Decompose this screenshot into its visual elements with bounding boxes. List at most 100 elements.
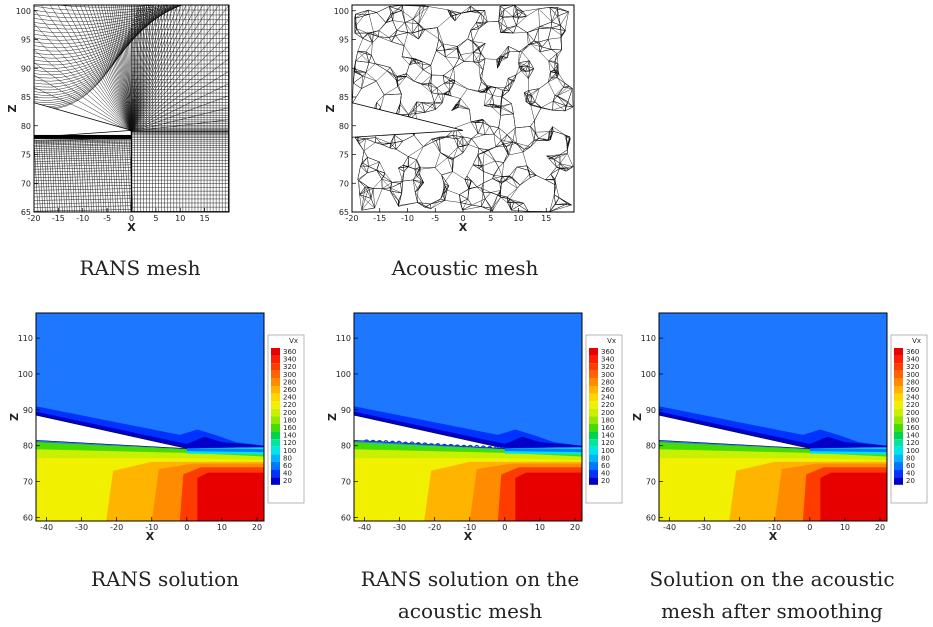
legend-swatch xyxy=(589,393,598,402)
legend-title: Vx xyxy=(607,337,616,345)
legend-swatch xyxy=(589,477,598,485)
legend-swatch xyxy=(589,431,598,440)
x-axis-label: X xyxy=(459,221,468,234)
x-tick-label: 5 xyxy=(488,214,493,223)
contour-field xyxy=(36,313,264,521)
legend-level-label: 280 xyxy=(601,378,614,386)
legend-swatch xyxy=(589,416,598,424)
plot-frame xyxy=(353,312,583,522)
legend-level-label: 20 xyxy=(906,477,915,485)
legend-level-label: 140 xyxy=(601,432,614,440)
legend-swatch xyxy=(271,348,280,356)
legend-level-label: 220 xyxy=(601,401,614,409)
legend-level-label: 100 xyxy=(283,447,296,455)
x-tick-label: 0 xyxy=(502,523,507,532)
legend-level-label: 320 xyxy=(906,363,919,371)
legend-level-label: 340 xyxy=(283,356,296,364)
y-tick-label: 90 xyxy=(339,64,349,73)
legend-level-label: 80 xyxy=(601,454,610,462)
y-tick-label: 95 xyxy=(339,36,349,45)
x-tick-label: 15 xyxy=(541,214,551,223)
upper-boundary-layer-core xyxy=(354,411,582,449)
legend-level-label: 360 xyxy=(283,348,296,356)
rans-on-acoustic-caption: RANS solution on the acoustic mesh xyxy=(360,567,580,623)
mesh-figure: -20 -15 -10 -5 0 5 10 15 65 70 75 80 85 90 95 100 X Z xyxy=(6,4,230,234)
legend-swatch xyxy=(271,363,280,371)
rans-mesh-panel: -20 -15 -10 -5 0 5 10 15 65 70 75 80 85 90 95 100 X Z xyxy=(0,0,235,240)
y-tick-label: 80 xyxy=(341,442,351,451)
y-tick-label: 80 xyxy=(23,442,33,451)
legend-level-label: 200 xyxy=(283,409,296,417)
legend-swatch xyxy=(894,439,903,447)
contour-figure: -40 -30 -20 -10 0 10 20 60 70 80 90 100 110 X Z Vx 36034… xyxy=(8,312,305,543)
wake-blue xyxy=(504,448,582,453)
interpolation-noise xyxy=(364,439,506,449)
y-tick-label: 65 xyxy=(21,208,31,217)
x-tick-label: -20 xyxy=(27,214,40,223)
legend-level-label: 140 xyxy=(906,432,919,440)
rans-solution-caption: RANS solution xyxy=(91,567,239,591)
legend-level-label: 220 xyxy=(906,401,919,409)
legend-level-label: 360 xyxy=(601,348,614,356)
y-tick-label: 85 xyxy=(339,93,349,102)
y-tick-label: 75 xyxy=(21,151,31,160)
legend-level-label: 220 xyxy=(283,401,296,409)
legend-swatch xyxy=(271,386,280,394)
legend-level-label: 340 xyxy=(906,356,919,364)
y-tick-label: 100 xyxy=(18,370,33,379)
y-tick-label: 110 xyxy=(18,334,33,343)
y-axis-label: Z xyxy=(324,104,337,112)
x-tick-label: -20 xyxy=(345,214,358,223)
legend-swatch xyxy=(271,454,280,462)
legend-swatch xyxy=(589,378,598,386)
legend-level-label: 260 xyxy=(601,386,614,394)
acoustic-mesh-panel: -20 -15 -10 -5 0 5 10 15 65 70 75 80 85 90 95 100 X Z xyxy=(318,0,580,240)
legend-level-label: 60 xyxy=(601,462,610,470)
wake-blue xyxy=(186,448,264,453)
x-tick-label: -30 xyxy=(698,523,711,532)
y-tick-label: 80 xyxy=(21,122,31,131)
legend-level-label: 100 xyxy=(906,447,919,455)
x-tick-label: 10 xyxy=(513,214,523,223)
contour-figure: -40 -30 -20 -10 0 10 20 60 70 80 90 100 110 X Z Vx 36034… xyxy=(326,312,623,543)
upper-boundary-layer-core xyxy=(36,411,264,449)
x-tick-label: -40 xyxy=(358,523,371,532)
y-tick-label: 90 xyxy=(21,64,31,73)
legend-swatch xyxy=(271,431,280,440)
x-axis-label: X xyxy=(146,530,155,543)
legend-swatch xyxy=(271,416,280,424)
legend-swatch xyxy=(589,424,598,432)
boundary-layer-band xyxy=(34,134,132,139)
legend-level-label: 160 xyxy=(283,424,296,432)
x-tick-label: -10 xyxy=(463,523,476,532)
x-tick-label: 0 xyxy=(460,214,465,223)
y-tick-label: 60 xyxy=(341,513,351,522)
legend-swatch xyxy=(589,469,598,478)
y-tick-label: 110 xyxy=(641,334,656,343)
legend-swatch xyxy=(271,477,280,485)
legend-level-label: 280 xyxy=(283,378,296,386)
y-tick-label: 70 xyxy=(21,179,31,188)
x-tick-label: 20 xyxy=(252,523,262,532)
legend-swatch xyxy=(894,431,903,440)
legend-swatch xyxy=(271,408,280,417)
y-tick-label: 65 xyxy=(339,208,349,217)
x-tick-label: 0 xyxy=(129,214,134,223)
legend-level-label: 320 xyxy=(601,363,614,371)
x-tick-label: -10 xyxy=(145,523,158,532)
legend-level-label: 240 xyxy=(283,394,296,402)
legend-swatch xyxy=(589,363,598,371)
legend-level-label: 60 xyxy=(906,462,915,470)
x-tick-label: -10 xyxy=(401,214,414,223)
legend-level-label: 320 xyxy=(283,363,296,371)
y-tick-label: 100 xyxy=(641,370,656,379)
legend-level-label: 300 xyxy=(906,371,919,379)
legend-swatch xyxy=(894,462,903,470)
smoothed-solution-caption: Solution on the acoustic mesh after smoo… xyxy=(649,567,895,623)
legend-level-label: 200 xyxy=(601,409,614,417)
rans-mesh-caption: RANS mesh xyxy=(79,256,201,280)
airfoil-shape xyxy=(659,414,810,449)
y-tick-label: 75 xyxy=(339,151,349,160)
legend-swatch xyxy=(271,378,280,386)
mesh-edges xyxy=(34,5,229,212)
